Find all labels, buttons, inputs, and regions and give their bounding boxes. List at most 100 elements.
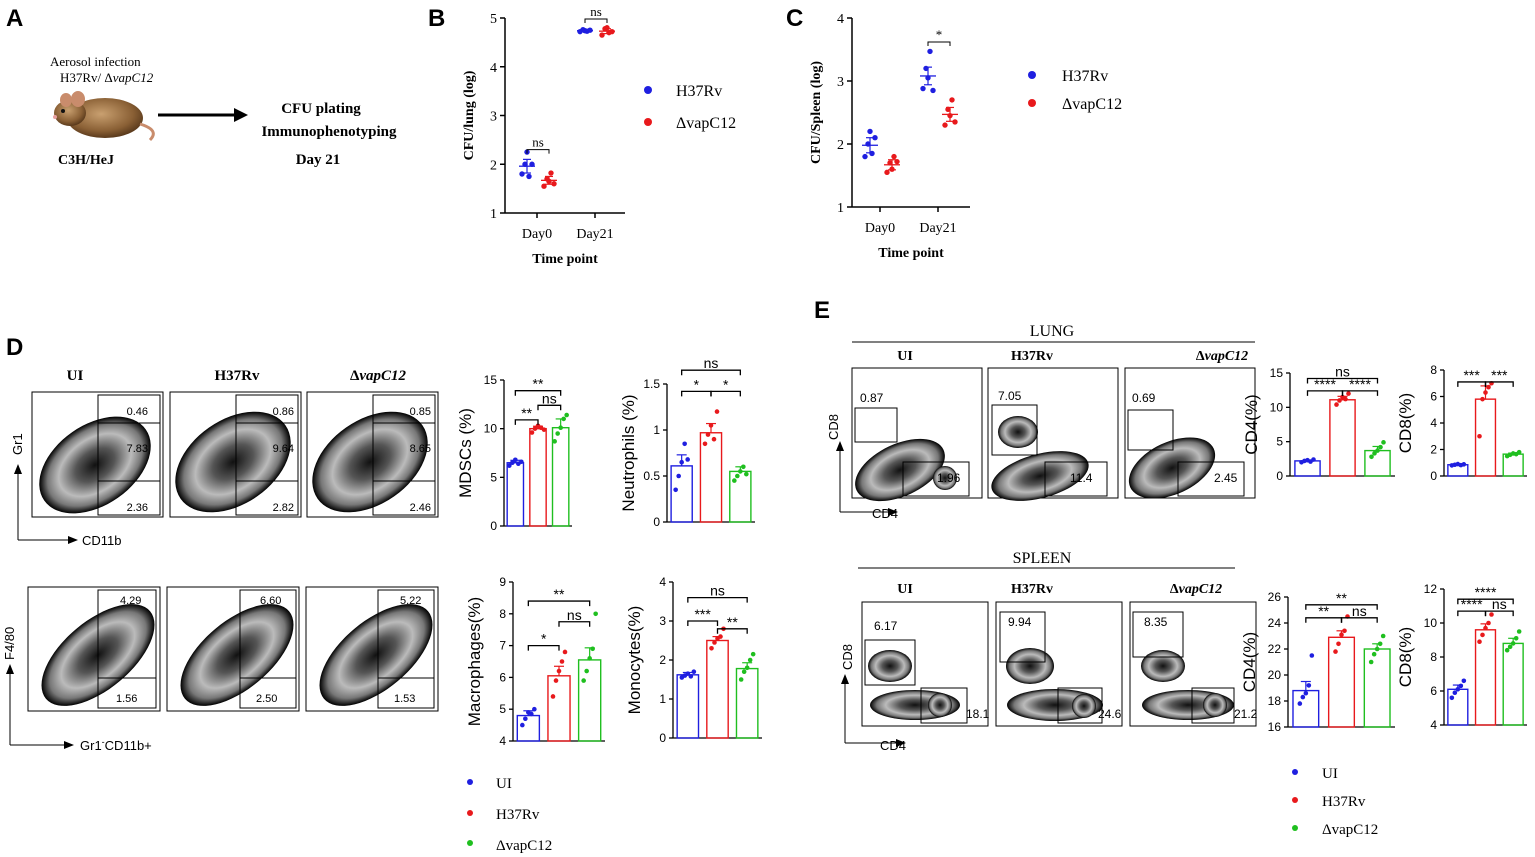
data-point-lungcd8: [1480, 396, 1485, 402]
data-point-monocytes: [688, 674, 694, 679]
facs-e-spleen-plot-3: 8.35 21.2: [1129, 601, 1258, 727]
facs-e-lung-plot-1: 0.87 1.96: [851, 367, 983, 502]
sig-label-b: ns: [532, 135, 544, 150]
sig-label-monocytes: ns: [710, 583, 725, 599]
infection-line2: H37Rv/ ΔvapC12: [60, 70, 154, 85]
sig-bracket-monocytes: [716, 628, 748, 634]
data-point-monocytes: [709, 646, 714, 651]
legend-c-vapc12: ΔvapC12: [1062, 96, 1122, 113]
sig-label-spleencd4: **: [1336, 590, 1347, 606]
data-point-spleencd8: [1452, 690, 1458, 695]
facs-d-group-ui: UI: [67, 368, 84, 384]
y-tick-label-macrophages: 8: [499, 607, 506, 621]
data-point-neutrophils: [705, 432, 711, 437]
y-axis-label-neutrophils: Neutrophils (%): [619, 394, 638, 511]
chart-lung-cd8: 0 2 4 6 8 CD8(%) *** ***: [1396, 363, 1527, 483]
data-point-spleencd4: [1333, 649, 1338, 654]
data-point-c: [862, 153, 868, 160]
gate-d-h37rv-mono: 2.50: [256, 693, 277, 705]
bar-spleencd4-0: [1292, 689, 1320, 728]
data-point-mdsc: [541, 427, 547, 432]
y-tick-label-lungcd4: 15: [1270, 366, 1284, 380]
gate-e-spleen-h37rv-cd4: 24.6: [1098, 707, 1122, 721]
sig-label-spleencd8: ****: [1475, 584, 1497, 600]
y-tick-label-monocytes: 3: [659, 614, 666, 628]
y-axis-label-lungcd8: CD8(%): [1396, 393, 1415, 453]
step-immuno: Immunophenotyping: [261, 124, 397, 140]
y-tick-label-macrophages: 9: [499, 575, 506, 589]
data-point-lungcd8: [1486, 384, 1491, 390]
data-point-mdsc: [558, 425, 563, 430]
legend-d-vapc12: ΔvapC12: [496, 838, 552, 854]
legend-d-ui: UI: [496, 776, 512, 792]
legend-e-dot-ui: [1292, 769, 1298, 775]
data-point-spleencd8: [1449, 695, 1455, 701]
data-point-c: [884, 169, 890, 176]
data-point-lungcd8: [1483, 390, 1488, 395]
data-point-macrophages: [584, 668, 589, 674]
facs-d-group-h37rv: H37Rv: [215, 368, 261, 384]
facs-d-bottom-ylabel: F4/80: [2, 627, 17, 660]
y-axis-label-b: CFU/lung (log): [462, 70, 477, 160]
chart-b-cfu-lung: 1 2 3 4 5 Day0 Day21 Time point CFU/lung (log) ns…: [462, 4, 625, 267]
data-point-macrophages: [532, 706, 537, 712]
sig-label-monocytes: ***: [694, 606, 711, 622]
y-tick-label-lungcd8: 4: [1430, 416, 1437, 430]
sig-label-lungcd4: ****: [1349, 376, 1371, 392]
chart-neutrophils: 0 0.5 1 1.5 Neutrophils (%) ns* *: [619, 355, 755, 529]
y-tick-label-spleencd4: 18: [1268, 694, 1282, 708]
legend-b-vapc12: ΔvapC12: [676, 115, 736, 132]
sig-bracket-b: [584, 18, 608, 23]
gate-e-lung-vapc12-cd4: 2.45: [1214, 471, 1238, 485]
bar-macrophages-0: [516, 714, 541, 742]
data-point-spleencd8: [1483, 625, 1488, 631]
y-tick-label-b: 2: [490, 158, 497, 173]
y-tick-label-b: 5: [490, 12, 497, 27]
panel-label-d: D: [6, 334, 23, 361]
panel-label-b: B: [428, 5, 445, 32]
y-tick-label-b: 1: [490, 207, 497, 222]
y-tick-label-b: 4: [490, 61, 497, 76]
gate-d-h37rv-mdsc: 9.64: [273, 443, 294, 455]
data-point-spleencd4: [1300, 694, 1306, 700]
sig-label-mdsc: **: [533, 376, 544, 392]
y-tick-label-spleencd8: 6: [1430, 684, 1437, 698]
y-tick-label-macrophages: 7: [499, 639, 506, 653]
y-tick-label-c: 4: [837, 12, 844, 27]
legend-e-dot-h37rv: [1292, 797, 1298, 803]
facs-e-lung-ylabel: CD8: [826, 414, 841, 440]
data-point-mdsc: [532, 426, 538, 431]
panel-label-a: A: [6, 5, 23, 32]
y-tick-label-macrophages: 5: [499, 702, 506, 716]
data-point-mdsc: [513, 457, 518, 463]
data-point-spleencd8: [1477, 639, 1482, 644]
gate-d-h37rv-gr1lo: 2.82: [273, 502, 294, 514]
data-point-spleencd8: [1513, 636, 1519, 641]
chart-spleen-cd4: 16 18 20 22 24 26 CD4(%) ** ** ns: [1240, 590, 1395, 734]
facs-e-spleen-group-vapc12: ΔvapC12: [1170, 582, 1222, 597]
sig-label-c: *: [936, 27, 943, 42]
data-point-spleencd4: [1368, 659, 1374, 665]
data-point-neutrophils: [711, 436, 717, 442]
bar-macrophages-2: [577, 659, 602, 742]
y-tick-label-neutrophils: 1: [653, 423, 660, 437]
data-point-macrophages: [523, 716, 528, 722]
data-point-neutrophils: [744, 471, 749, 477]
data-point-c: [930, 87, 936, 94]
arrow-head: [234, 108, 248, 122]
data-point-spleencd4: [1297, 701, 1303, 706]
data-point-macrophages: [553, 678, 559, 683]
data-point-b: [519, 171, 525, 177]
bar-macrophages-1: [547, 675, 571, 742]
x-tick-label-c: Day0: [865, 221, 895, 236]
data-point-neutrophils: [741, 464, 746, 470]
y-tick-label-mdsc: 5: [490, 470, 497, 484]
sig-bracket-lungcd8: [1484, 381, 1514, 387]
data-point-macrophages: [559, 659, 565, 664]
data-point-b: [551, 181, 557, 187]
legend-d-dot-ui: [467, 779, 473, 785]
gate-d-h37rv-gr1hi: 0.86: [273, 406, 294, 418]
y-tick-label-spleencd8: 10: [1424, 616, 1438, 630]
y-tick-label-c: 3: [837, 75, 844, 90]
data-point-neutrophils: [676, 473, 681, 479]
